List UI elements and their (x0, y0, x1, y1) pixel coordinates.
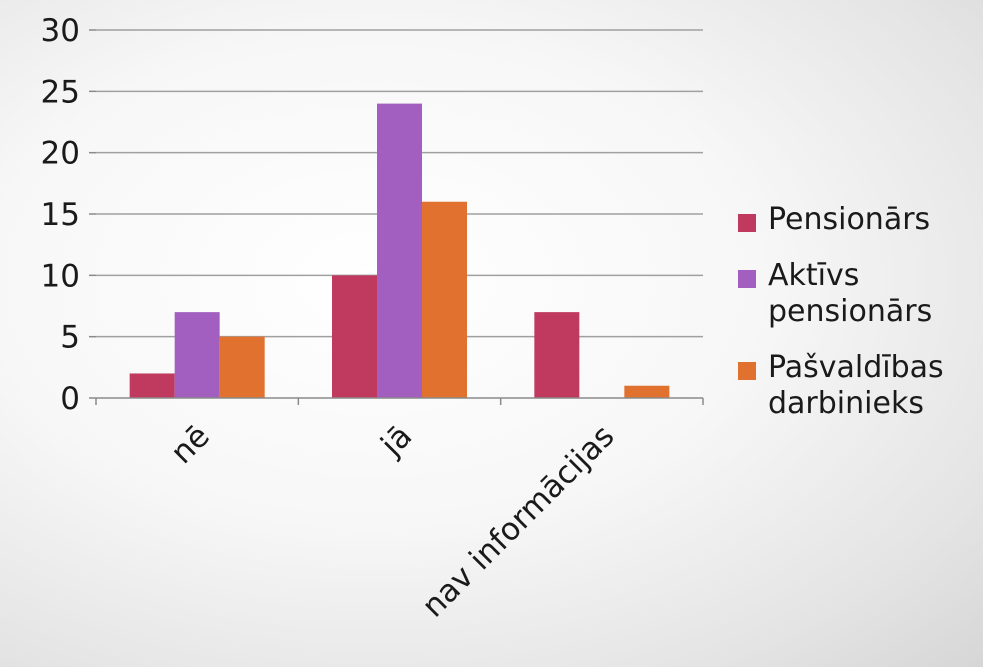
bar (422, 201, 467, 398)
legend-label: Pensionārs (768, 202, 931, 237)
x-axis (95, 397, 704, 405)
y-tick-label: 30 (41, 13, 80, 49)
bar (219, 336, 265, 398)
x-category-label: jā (373, 418, 419, 464)
y-tick-label: 0 (60, 381, 80, 417)
y-tick-label: 10 (41, 258, 80, 294)
bar (377, 103, 422, 398)
legend-swatch-pasvaldibas-darbinieks (738, 362, 756, 380)
bar (174, 312, 220, 398)
legend-swatch-pensionars (738, 214, 756, 232)
bar (534, 312, 580, 398)
legend-label-line2: pensionārs (768, 294, 933, 329)
legend-item-pasvaldibas-darbinieks: Pašvaldības darbinieks (738, 350, 983, 422)
bar (624, 385, 670, 398)
y-tick-label: 25 (41, 74, 80, 110)
bar (129, 373, 175, 398)
x-category-label: nē (164, 418, 217, 471)
bars (129, 103, 670, 398)
y-tick-label: 20 (41, 136, 80, 172)
legend-swatch-aktivs-pensionars (738, 270, 756, 288)
legend-label: Pašvaldības (768, 350, 944, 385)
legend-item-aktivs-pensionars: Aktīvs pensionārs (738, 258, 983, 330)
legend-item-pensionars: Pensionārs (738, 202, 983, 238)
legend-label-line2: darbinieks (768, 386, 924, 421)
y-tick-label: 15 (41, 197, 80, 233)
x-category-label: nav informācijas (415, 418, 621, 624)
y-axis-ticks: 0 5 10 15 20 25 30 (41, 13, 96, 417)
bar (332, 275, 377, 398)
legend: Pensionārs Aktīvs pensionārs Pašvaldības… (738, 202, 983, 442)
legend-label: Aktīvs (768, 258, 860, 293)
y-tick-label: 5 (60, 320, 80, 356)
